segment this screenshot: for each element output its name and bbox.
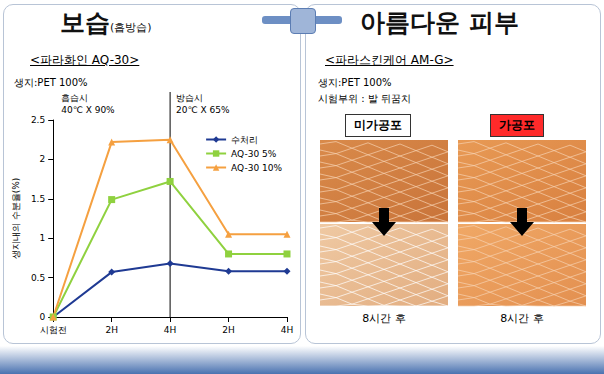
- svg-text:20℃ X 65%: 20℃ X 65%: [176, 105, 230, 115]
- html-text:(흡방습): (흡방습): [110, 21, 152, 34]
- svg-text:흡습시: 흡습시: [61, 93, 88, 103]
- svg-text:2.5: 2.5: [31, 115, 45, 125]
- svg-text:2: 2: [39, 154, 45, 164]
- svg-text:8시간 후: 8시간 후: [500, 312, 544, 325]
- svg-text:2H: 2H: [105, 325, 118, 335]
- svg-text:8시간 후: 8시간 후: [362, 312, 406, 325]
- svg-text:1: 1: [39, 233, 45, 243]
- svg-text:생지내의 수분율(%): 생지내의 수분율(%): [11, 178, 21, 259]
- svg-text:40℃ X 90%: 40℃ X 90%: [61, 105, 115, 115]
- svg-text:시험전: 시험전: [40, 325, 67, 335]
- html-text:<파라스킨케어 AM-G>: <파라스킨케어 AM-G>: [325, 53, 454, 67]
- svg-text:수처리: 수처리: [231, 135, 258, 145]
- html-text:<파라화인 AQ-30>: <파라화인 AQ-30>: [30, 53, 140, 67]
- svg-text:2H: 2H: [222, 325, 235, 335]
- svg-text:1.5: 1.5: [31, 194, 45, 204]
- html-text:보습: 보습: [60, 8, 110, 37]
- html-text:가공포: 가공포: [499, 118, 535, 132]
- svg-text:AQ-30 5%: AQ-30 5%: [231, 149, 277, 159]
- svg-text:4H: 4H: [164, 325, 177, 335]
- svg-text:0.5: 0.5: [31, 273, 45, 283]
- html-text:시험부위 : 발 뒤꿈치: 시험부위 : 발 뒤꿈치: [318, 93, 411, 104]
- html-text:생지:PET 100%: 생지:PET 100%: [14, 77, 88, 88]
- html-text:미가공포: 미가공포: [354, 118, 402, 132]
- svg-text:방습시: 방습시: [176, 93, 203, 103]
- svg-text:AQ-30 10%: AQ-30 10%: [231, 163, 282, 173]
- svg-text:0: 0: [39, 312, 45, 322]
- html-text:아름다운 피부: 아름다운 피부: [360, 8, 519, 37]
- svg-text:4H: 4H: [281, 325, 294, 335]
- html-text:생지:PET 100%: 생지:PET 100%: [318, 77, 392, 88]
